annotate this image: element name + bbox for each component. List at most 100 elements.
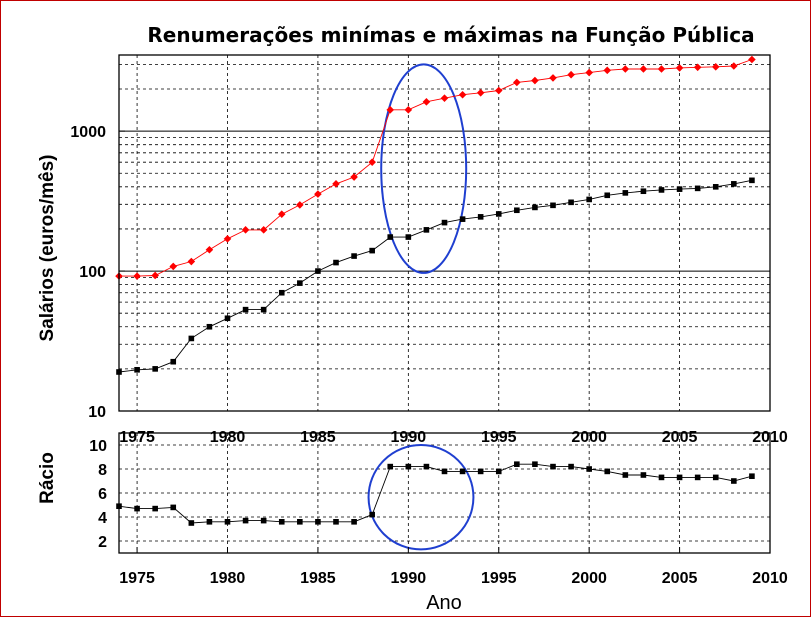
ratio-series-point bbox=[694, 474, 701, 481]
bottom-x-tick-label: 1995 bbox=[481, 570, 517, 587]
min-salary-series-point bbox=[495, 211, 502, 217]
max-salary-series-point bbox=[748, 55, 756, 64]
bottom-x-tick-label: 2000 bbox=[571, 570, 607, 587]
min-salary-series-point bbox=[622, 190, 629, 196]
bottom-annotations bbox=[367, 444, 475, 551]
ratio-series-point bbox=[731, 478, 737, 484]
min-salary-series-point bbox=[676, 186, 683, 192]
max-salary-series-point bbox=[549, 74, 557, 82]
bottom-x-tick-label: 1980 bbox=[210, 570, 246, 587]
ratio-series-point bbox=[405, 463, 412, 470]
ratio-series-point bbox=[351, 519, 357, 525]
ratio-series-point bbox=[315, 519, 321, 525]
x-axis-label-year: Ano bbox=[426, 592, 462, 614]
max-salary-series-point bbox=[675, 64, 684, 72]
min-salary-series-point bbox=[134, 366, 140, 373]
ratio-series-point bbox=[640, 472, 647, 478]
min-salary-series-point bbox=[260, 306, 267, 313]
bottom-series-group bbox=[116, 461, 755, 526]
ratio-series-point bbox=[604, 468, 611, 475]
top-x-tick-label: 2010 bbox=[752, 429, 788, 446]
min-salary-series-point bbox=[441, 219, 448, 226]
ratio-series-point bbox=[152, 505, 158, 512]
bottom-y-tick-label: 4 bbox=[98, 510, 107, 527]
max-salary-series-point bbox=[639, 65, 648, 73]
ratio-series-point bbox=[568, 463, 574, 470]
bottom-highlight-ellipse bbox=[367, 444, 475, 551]
max-salary-series-point bbox=[458, 90, 467, 99]
top-annotations bbox=[380, 63, 468, 274]
min-salary-series-point bbox=[152, 366, 158, 372]
min-salary-series-point bbox=[658, 187, 665, 193]
ratio-series-point bbox=[712, 474, 719, 481]
max-salary-series-point bbox=[621, 65, 630, 73]
bottom-y-tick-label: 6 bbox=[98, 486, 107, 503]
max-salary-series-point bbox=[223, 235, 232, 243]
top-grid bbox=[119, 55, 771, 411]
min-salary-series-point bbox=[586, 196, 592, 203]
bottom-x-tick-label: 1975 bbox=[119, 570, 155, 587]
ratio-series-point bbox=[532, 461, 538, 467]
top-x-tick-label: 1990 bbox=[391, 429, 427, 446]
max-salary-series-point bbox=[494, 86, 503, 95]
bottom-grid bbox=[119, 433, 771, 553]
max-salary-series-point bbox=[513, 78, 521, 87]
min-salary-series-point bbox=[604, 192, 611, 199]
bottom-x-tick-label: 2010 bbox=[752, 570, 788, 587]
ratio-series-point bbox=[622, 472, 629, 478]
top-x-tick-label: 1980 bbox=[210, 429, 246, 446]
top-y-tick-label: 1000 bbox=[70, 124, 106, 141]
y-axis-label-salaries: Salários (euros/mês) bbox=[37, 155, 58, 342]
max-salary-series-point bbox=[422, 98, 431, 106]
min-salary-series-point bbox=[351, 253, 357, 259]
top-series-group bbox=[115, 55, 756, 375]
min-salary-series-point bbox=[749, 177, 755, 184]
ratio-series-point bbox=[387, 463, 394, 470]
max-salary-series-point bbox=[241, 226, 250, 234]
ratio-series-point bbox=[170, 504, 177, 511]
ratio-series-point bbox=[134, 505, 140, 512]
max-salary-series-point bbox=[386, 106, 395, 114]
ratio-series-line bbox=[118, 463, 753, 524]
ratio-series-point bbox=[278, 519, 285, 525]
min-salary-series-point bbox=[459, 216, 466, 222]
max-salary-series-point bbox=[657, 65, 666, 73]
min-salary-series-point bbox=[278, 289, 285, 296]
y-axis-label-ratio: Rácio bbox=[37, 452, 58, 504]
min-salary-series-point bbox=[477, 214, 484, 220]
min-salary-series-point bbox=[206, 323, 213, 330]
max-salary-series-point bbox=[277, 210, 286, 218]
max-salary-series-point bbox=[205, 245, 214, 254]
ratio-series-point bbox=[514, 461, 520, 467]
min-salary-series-point bbox=[315, 268, 321, 274]
min-salary-series-point bbox=[532, 204, 538, 211]
ratio-series-point bbox=[206, 519, 213, 525]
bottom-y-tick-label: 8 bbox=[98, 462, 107, 479]
min-salary-series-point bbox=[297, 280, 303, 286]
max-salary-series-point bbox=[314, 190, 322, 198]
ratio-series-point bbox=[369, 511, 375, 518]
ratio-series-point bbox=[297, 519, 303, 525]
min-salary-series-line bbox=[118, 179, 752, 373]
max-salary-series-point bbox=[133, 272, 141, 280]
ratio-series-point bbox=[441, 468, 448, 475]
ratio-series-point bbox=[676, 474, 683, 481]
max-salary-series-point bbox=[476, 88, 485, 97]
min-salary-series-point bbox=[369, 247, 375, 254]
max-salary-series-point bbox=[730, 62, 738, 70]
min-salary-series-point bbox=[387, 234, 394, 240]
min-salary-series-point bbox=[550, 202, 556, 209]
max-salary-series-point bbox=[603, 66, 612, 75]
min-salary-series-point bbox=[423, 227, 430, 233]
top-x-tick-label: 1985 bbox=[300, 429, 336, 446]
max-salary-series-point bbox=[368, 158, 376, 166]
top-plot-frame bbox=[118, 54, 771, 412]
min-salary-series-point bbox=[170, 358, 177, 365]
max-salary-series-point bbox=[693, 63, 702, 72]
min-salary-series-point bbox=[224, 315, 231, 322]
max-salary-series-point bbox=[350, 173, 358, 181]
max-salary-series-point bbox=[187, 257, 196, 266]
max-salary-series-point bbox=[169, 262, 178, 271]
ratio-series-point bbox=[242, 517, 249, 524]
chart-title: Renumerações minímas e máximas na Função… bbox=[147, 23, 754, 47]
